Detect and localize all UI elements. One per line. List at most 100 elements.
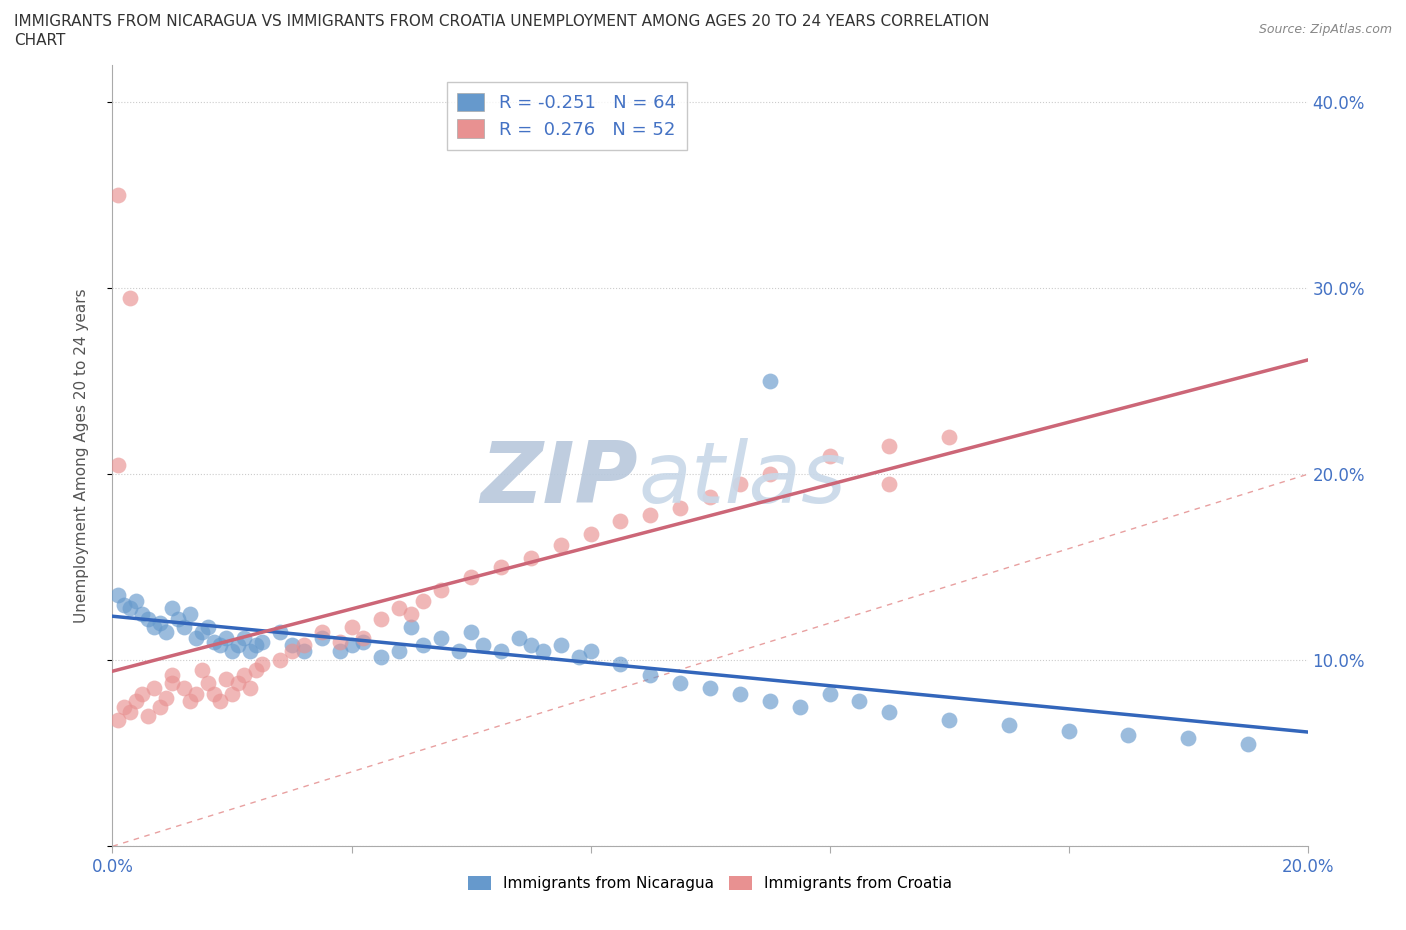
Point — [120, 601, 142, 616]
Point — [162, 675, 183, 690]
Point — [759, 694, 782, 709]
Point — [202, 686, 225, 701]
Point — [568, 649, 591, 664]
Point — [329, 644, 352, 658]
Point — [353, 634, 375, 649]
Point — [215, 631, 238, 645]
Text: IMMIGRANTS FROM NICARAGUA VS IMMIGRANTS FROM CROATIA UNEMPLOYMENT AMONG AGES 20 : IMMIGRANTS FROM NICARAGUA VS IMMIGRANTS … — [14, 14, 990, 29]
Point — [209, 694, 232, 709]
Point — [173, 619, 195, 634]
Point — [879, 439, 901, 454]
Point — [167, 612, 190, 627]
Point — [938, 712, 960, 727]
Point — [669, 675, 692, 690]
Text: atlas: atlas — [638, 438, 846, 521]
Point — [460, 625, 482, 640]
Point — [640, 668, 662, 683]
Point — [818, 686, 841, 701]
Point — [489, 560, 512, 575]
Point — [107, 712, 129, 727]
Legend: Immigrants from Nicaragua, Immigrants from Croatia: Immigrants from Nicaragua, Immigrants fr… — [461, 870, 959, 897]
Point — [759, 467, 782, 482]
Point — [107, 188, 129, 203]
Point — [412, 593, 434, 608]
Point — [412, 638, 434, 653]
Point — [998, 718, 1021, 733]
Point — [107, 458, 129, 472]
Point — [370, 649, 392, 664]
Point — [281, 644, 304, 658]
Point — [388, 601, 411, 616]
Point — [401, 606, 423, 621]
Point — [120, 705, 142, 720]
Point — [250, 634, 273, 649]
Point — [1118, 727, 1140, 742]
Point — [508, 631, 530, 645]
Point — [292, 644, 315, 658]
Point — [250, 657, 273, 671]
Point — [669, 500, 692, 515]
Point — [155, 690, 177, 705]
Point — [149, 616, 172, 631]
Point — [179, 606, 201, 621]
Point — [221, 644, 243, 658]
Point — [131, 606, 153, 621]
Point — [125, 593, 148, 608]
Point — [550, 538, 572, 552]
Point — [155, 625, 177, 640]
Point — [579, 644, 602, 658]
Point — [848, 694, 870, 709]
Point — [460, 569, 482, 584]
Point — [197, 675, 219, 690]
Point — [202, 634, 225, 649]
Point — [114, 699, 135, 714]
Point — [520, 551, 543, 565]
Point — [699, 681, 721, 696]
Point — [759, 374, 782, 389]
Point — [311, 625, 333, 640]
Point — [226, 638, 249, 653]
Point — [353, 631, 375, 645]
Point — [401, 619, 423, 634]
Point — [120, 290, 142, 305]
Point — [430, 582, 453, 597]
Point — [138, 612, 160, 627]
Point — [269, 625, 291, 640]
Point — [370, 612, 392, 627]
Point — [114, 597, 135, 612]
Point — [239, 681, 262, 696]
Point — [173, 681, 195, 696]
Point — [209, 638, 232, 653]
Text: CHART: CHART — [14, 33, 66, 47]
Point — [340, 638, 363, 653]
Point — [879, 476, 901, 491]
Point — [640, 508, 662, 523]
Point — [472, 638, 495, 653]
Point — [430, 631, 453, 645]
Point — [609, 657, 631, 671]
Text: Source: ZipAtlas.com: Source: ZipAtlas.com — [1258, 23, 1392, 36]
Point — [818, 448, 841, 463]
Point — [329, 634, 352, 649]
Point — [131, 686, 153, 701]
Point — [107, 588, 129, 603]
Point — [728, 686, 751, 701]
Point — [179, 694, 201, 709]
Point — [125, 694, 148, 709]
Point — [215, 671, 238, 686]
Point — [233, 668, 256, 683]
Point — [1057, 724, 1080, 738]
Point — [340, 619, 363, 634]
Point — [197, 619, 219, 634]
Point — [143, 681, 166, 696]
Point — [143, 619, 166, 634]
Point — [1237, 737, 1260, 751]
Point — [520, 638, 543, 653]
Point — [149, 699, 172, 714]
Point — [579, 526, 602, 541]
Point — [1177, 731, 1199, 746]
Point — [138, 709, 160, 724]
Point — [311, 631, 333, 645]
Point — [191, 662, 214, 677]
Point — [269, 653, 291, 668]
